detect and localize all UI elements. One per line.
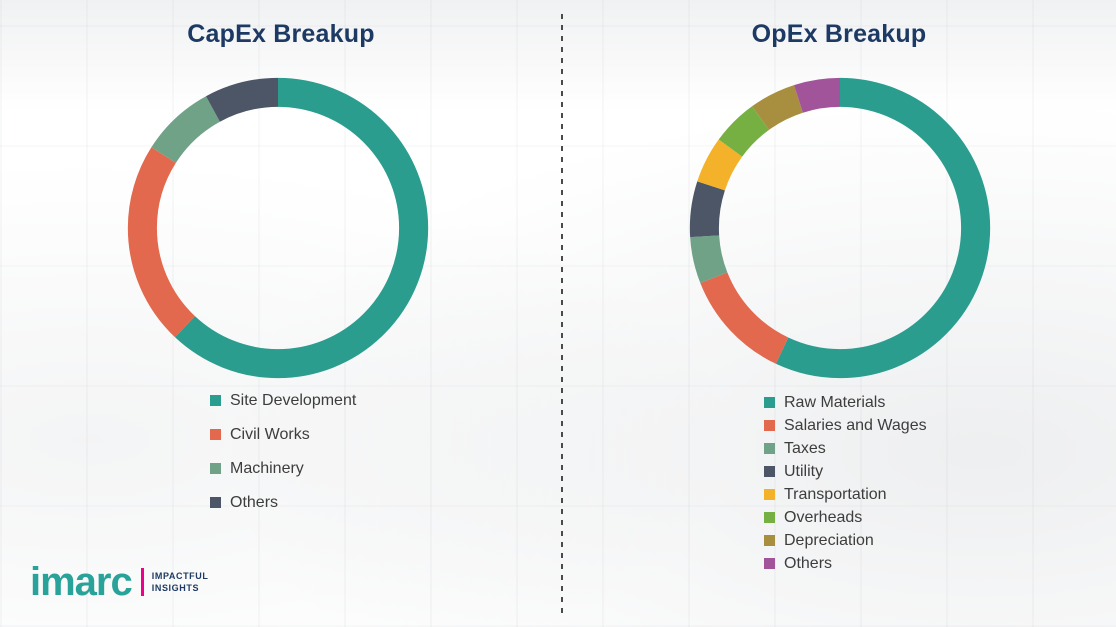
legend-item-depreciation: Depreciation <box>764 532 927 549</box>
legend-label: Others <box>230 494 279 511</box>
legend-item-civil-works: Civil Works <box>210 426 356 443</box>
legend-item-machinery: Machinery <box>210 460 356 477</box>
divider-dashed-line <box>561 14 563 618</box>
legend-label: Raw Materials <box>784 394 886 411</box>
legend-label: Site Development <box>230 392 357 409</box>
legend-item-salaries-and-wages: Salaries and Wages <box>764 417 927 434</box>
capex-legend: Site Development Civil Works Machinery Othe… <box>210 392 356 511</box>
opex-legend: Raw Materials Salaries and Wages Taxes Util… <box>764 394 927 572</box>
legend-label: Utility <box>784 463 824 480</box>
legend-swatch <box>764 443 775 454</box>
imarc-logo: imarc IMPACTFUL INSIGHTS <box>30 562 208 602</box>
legend-item-utility: Utility <box>764 463 927 480</box>
donut-segment-utility <box>689 77 991 379</box>
donut-segment-civil-works <box>127 77 429 379</box>
legend-item-transportation: Transportation <box>764 486 927 503</box>
legend-item-taxes: Taxes <box>764 440 927 457</box>
legend-swatch <box>764 397 775 408</box>
legend-swatch <box>764 512 775 523</box>
imarc-logo-wordmark: imarc <box>30 560 133 604</box>
legend-item-overheads: Overheads <box>764 509 927 526</box>
imarc-logo-tagline: IMPACTFUL INSIGHTS <box>152 571 209 593</box>
legend-item-site-development: Site Development <box>210 392 356 409</box>
legend-label: Others <box>784 555 833 572</box>
legend-swatch <box>210 395 221 406</box>
opex-donut-chart <box>685 73 995 383</box>
legend-swatch <box>210 463 221 474</box>
legend-swatch <box>764 558 775 569</box>
imarc-tagline-line2: INSIGHTS <box>151 583 200 593</box>
capex-chart-title: CapEx Breakup <box>187 20 375 48</box>
legend-label: Depreciation <box>784 532 874 549</box>
legend-swatch <box>764 466 775 477</box>
donut-segment-others <box>127 77 429 379</box>
legend-swatch <box>764 489 775 500</box>
legend-item-raw-materials: Raw Materials <box>764 394 927 411</box>
legend-label: Salaries and Wages <box>784 417 927 434</box>
legend-label: Machinery <box>230 460 304 477</box>
donut-segment-others <box>689 77 991 379</box>
legend-label: Overheads <box>784 509 863 526</box>
legend-item-others: Others <box>764 555 927 572</box>
legend-label: Taxes <box>784 440 826 457</box>
capex-donut-chart <box>123 73 433 383</box>
legend-swatch <box>764 420 775 431</box>
imarc-logo-divider-bar <box>140 568 144 596</box>
opex-chart-title: OpEx Breakup <box>751 20 927 48</box>
legend-swatch <box>210 497 221 508</box>
imarc-tagline-line1: IMPACTFUL <box>151 571 209 581</box>
legend-swatch <box>764 535 775 546</box>
legend-item-others: Others <box>210 494 356 511</box>
legend-label: Transportation <box>784 486 887 503</box>
legend-label: Civil Works <box>230 426 310 443</box>
legend-swatch <box>210 429 221 440</box>
